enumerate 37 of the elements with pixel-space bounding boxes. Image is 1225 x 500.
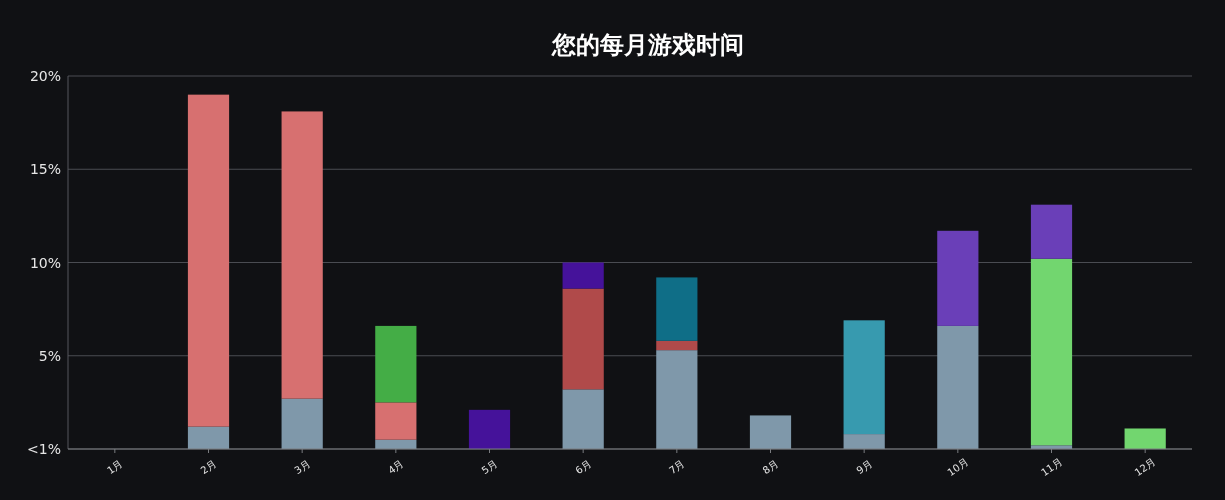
chart-title: 您的每月游戏时间 [551,31,744,59]
bar [1124,428,1166,449]
x-tick-label: 10月 [945,455,971,479]
bar [375,402,417,440]
x-tick-label: 11月 [1039,455,1064,479]
x-tick-label: 5月 [479,457,500,477]
bar [562,288,604,390]
bar [562,262,604,289]
x-tick-label: 3月 [292,457,313,477]
bar [749,415,792,449]
y-tick-label: 20% [29,68,61,84]
x-tick-label: 12月 [1132,455,1158,479]
bar [281,398,323,449]
bar [656,277,698,341]
bar [562,389,604,449]
bar [1030,258,1073,446]
bar [1030,204,1073,259]
bar [281,111,323,399]
y-tick-label: 10% [29,254,61,271]
bar [843,434,885,449]
bar [937,325,979,449]
bar [375,325,417,403]
y-tick-label: 15% [29,161,61,178]
y-tick-label: 5% [38,347,61,364]
x-tick-label: 2月 [198,457,219,477]
x-tick-label: 6月 [573,457,594,477]
bar [187,426,230,449]
x-tick-label: 8月 [760,457,781,477]
x-tick-label: 7月 [666,457,687,477]
y-tick-label: <1% [27,441,61,457]
bar [843,320,885,435]
bar [656,340,698,351]
x-tick-label: 9月 [854,457,875,477]
bar [656,350,698,449]
x-tick-label: 1月 [104,457,125,477]
x-tick-label: 4月 [385,457,406,477]
bar [187,94,230,427]
